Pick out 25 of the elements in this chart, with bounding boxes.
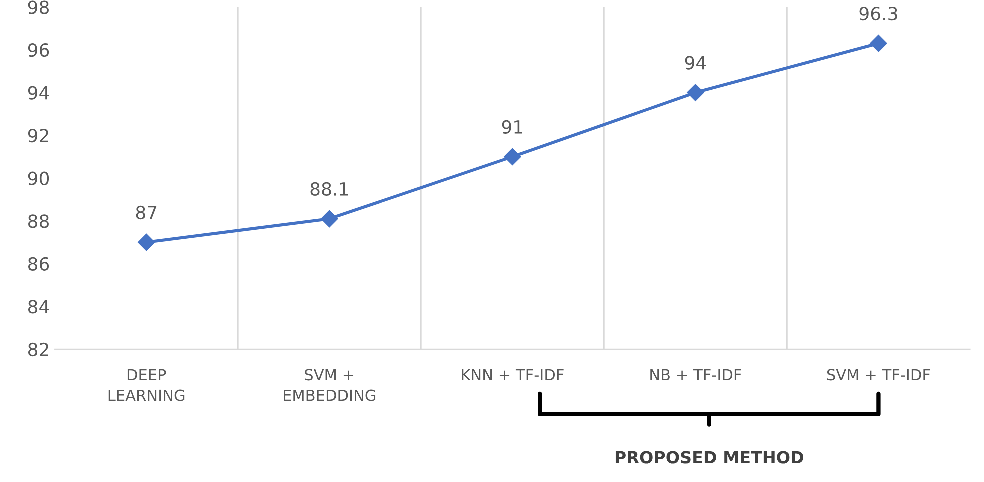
data-label: 96.3 bbox=[860, 6, 898, 21]
x-tick-label: NB + TF-IDF bbox=[650, 369, 742, 381]
x-tick-label: SVM + TF-IDF bbox=[827, 369, 930, 381]
x-tick-label: KNN + TF-IDF bbox=[462, 369, 564, 381]
y-tick-label: 92 bbox=[28, 129, 48, 143]
data-label: 88.1 bbox=[310, 182, 348, 196]
y-tick-label: 96 bbox=[28, 43, 50, 58]
point bbox=[138, 234, 156, 252]
point bbox=[504, 148, 522, 166]
y-tick-label: 98 bbox=[28, 0, 50, 14]
x-tick-label: SVM + EMBEDDING bbox=[284, 369, 376, 402]
y-tick-label: 94 bbox=[28, 86, 50, 100]
data-label: 87 bbox=[136, 206, 157, 220]
y-tick-label: 90 bbox=[28, 172, 50, 186]
x-tick-label: DEEP LEARNING bbox=[108, 369, 185, 402]
y-tick-label: 88 bbox=[28, 214, 50, 228]
y-tick-label: 86 bbox=[28, 257, 50, 272]
y-tick-label: 84 bbox=[28, 300, 50, 314]
point bbox=[870, 35, 888, 52]
point bbox=[321, 210, 338, 228]
data-label: 94 bbox=[685, 56, 706, 70]
y-tick-label: 82 bbox=[28, 342, 48, 357]
point bbox=[687, 84, 704, 102]
text: PROPOSED METHOD bbox=[616, 451, 804, 464]
data-label: 91 bbox=[502, 120, 522, 134]
